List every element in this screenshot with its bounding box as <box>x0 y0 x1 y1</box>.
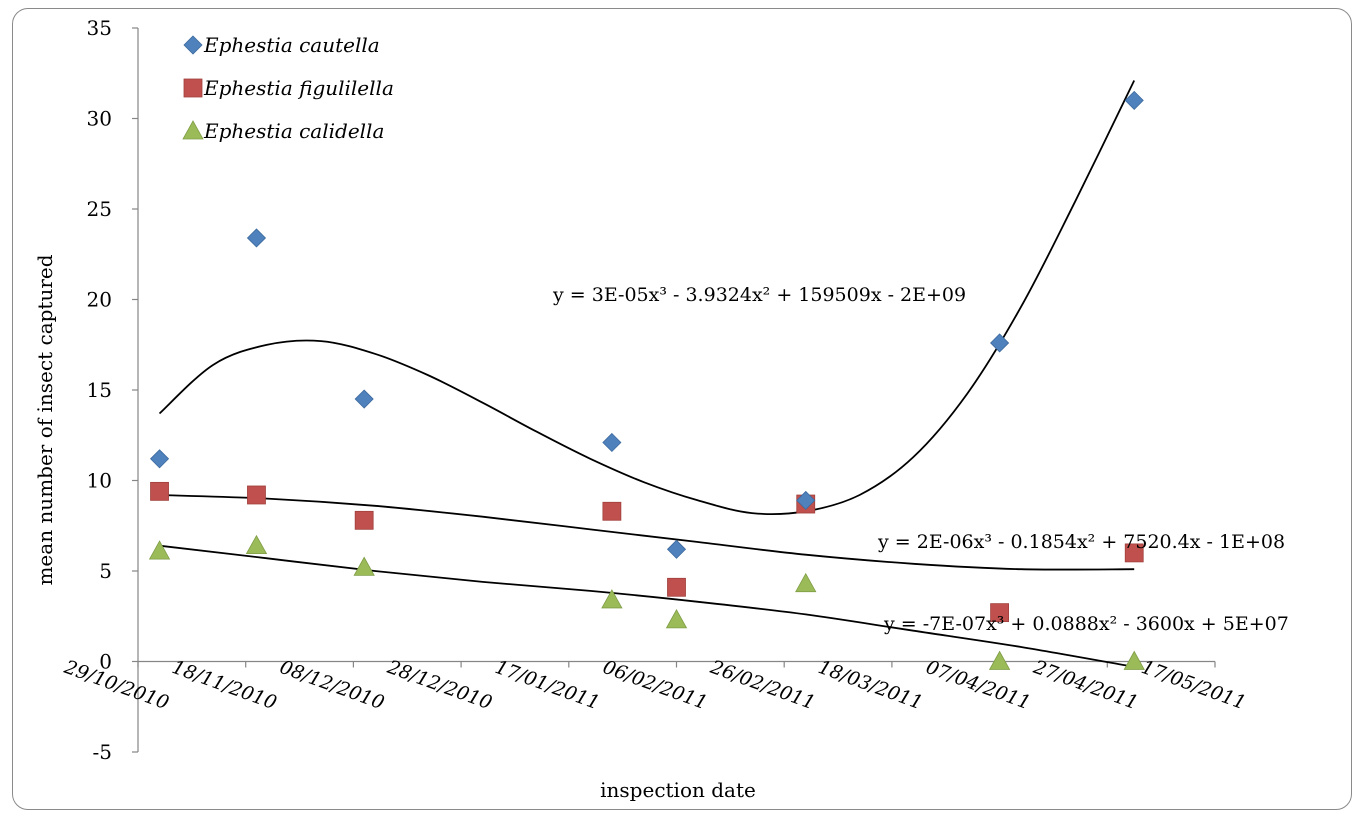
labels: mean number of insect captured inspectio… <box>33 254 1289 802</box>
x-tick-label: 28/12/2010 <box>384 656 495 714</box>
legend-marker-ephestia-cautella <box>183 35 203 55</box>
data-point-ephestia-calidella <box>148 540 171 560</box>
y-tick-label: 15 <box>87 378 112 402</box>
data-point-ephestia-figulilella <box>667 577 686 597</box>
data-point-ephestia-figulilella <box>247 485 266 505</box>
legend-marker-ephestia-calidella <box>182 120 204 140</box>
x-tick-label: 26/02/2011 <box>707 656 818 714</box>
legend-label-ephestia-cautella: Ephestia cautella <box>203 33 380 57</box>
x-tick-label: 18/03/2011 <box>815 656 925 714</box>
x-tick-label: 29/10/2010 <box>60 656 171 714</box>
y-tick-label: 25 <box>87 197 112 221</box>
data-point-ephestia-figulilella <box>150 481 169 501</box>
data-point-ephestia-calidella <box>245 534 268 555</box>
data-point-ephestia-calidella <box>665 609 688 629</box>
legend: Ephestia cautella Ephestia figulilella Eph… <box>182 33 394 143</box>
trendline-ephestia-calidella <box>159 544 1135 668</box>
x-tick-label: 17/01/2011 <box>492 656 602 714</box>
trendline-equation-figulilella: y = 2E-06x³ - 0.1854x² + 7520.4x - 1E+08 <box>877 531 1285 553</box>
x-tick-label: 17/05/2011 <box>1138 656 1248 714</box>
y-tick-label: 5 <box>99 559 112 583</box>
y-tick-label: 30 <box>87 107 112 131</box>
data-point-ephestia-calidella <box>1123 650 1145 670</box>
y-tick-label: 20 <box>87 288 112 312</box>
legend-label-ephestia-figulilella: Ephestia figulilella <box>203 76 394 100</box>
data-point-ephestia-cautella <box>796 490 816 510</box>
data-point-ephestia-cautella <box>246 228 267 248</box>
y-tick-label: 0 <box>99 650 112 674</box>
x-tick-label: 07/04/2011 <box>923 656 1033 714</box>
data-point-ephestia-figulilella <box>354 510 374 530</box>
data-point-ephestia-figulilella <box>602 501 622 521</box>
y-tick-label: -5 <box>93 740 112 764</box>
x-tick-label: 06/02/2011 <box>600 656 710 714</box>
data-point-ephestia-calidella <box>795 572 817 593</box>
chart-frame <box>12 8 1352 810</box>
data-point-ephestia-calidella <box>353 556 375 576</box>
trendlines <box>158 80 1136 668</box>
y-tick-label: 10 <box>87 469 112 493</box>
trendline-equation-cautella: y = 3E-05x³ - 3.9324x² + 159509x - 2E+09 <box>552 284 966 306</box>
data-point-ephestia-calidella <box>601 589 623 609</box>
legend-marker-ephestia-figulilella <box>183 78 203 98</box>
data-point-ephestia-calidella <box>988 650 1011 670</box>
x-axis-title: inspection date <box>600 778 756 802</box>
legend-label-ephestia-calidella: Ephestia calidella <box>203 119 384 143</box>
x-tick-label: 08/12/2010 <box>277 656 387 714</box>
data-point-ephestia-cautella <box>149 449 170 469</box>
y-axis-title: mean number of insect captured <box>33 254 57 585</box>
trendline-equation-calidella: y = -7E-07x³ + 0.0888x² - 3600x + 5E+07 <box>883 613 1289 635</box>
data-point-ephestia-cautella <box>602 432 622 453</box>
y-tick-label: 35 <box>87 16 112 40</box>
x-tick-label: 18/11/2010 <box>169 656 279 714</box>
data-point-ephestia-cautella <box>666 539 687 559</box>
data-point-ephestia-figulilella <box>990 603 1009 623</box>
data-point-ephestia-cautella <box>354 389 374 409</box>
trendline-ephestia-figulilella <box>159 494 1135 571</box>
markers <box>148 90 1145 670</box>
data-point-ephestia-cautella <box>990 333 1010 353</box>
data-point-ephestia-figulilella <box>1124 543 1144 563</box>
data-point-ephestia-cautella <box>1124 90 1144 110</box>
